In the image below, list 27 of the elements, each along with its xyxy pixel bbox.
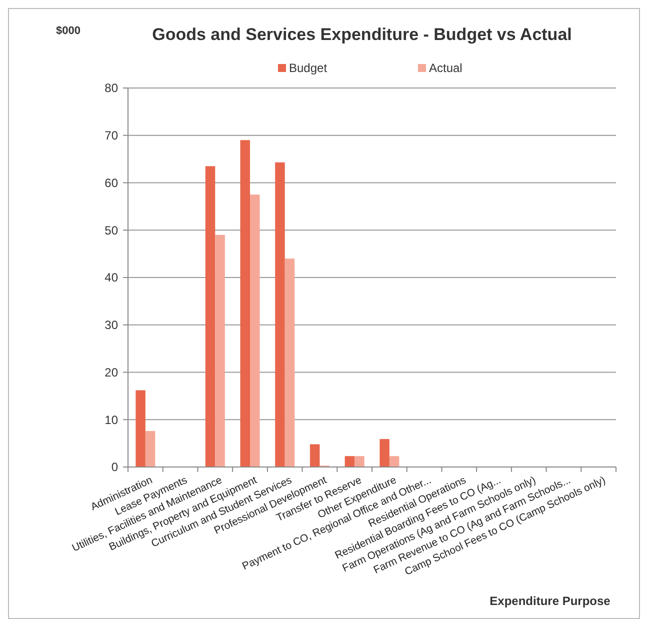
- y-axis-title: $000: [56, 25, 80, 37]
- legend-label: Actual: [429, 61, 462, 75]
- bar: [275, 162, 285, 467]
- y-tick-label: 10: [104, 412, 118, 427]
- x-axis-title: Expenditure Purpose: [490, 594, 611, 608]
- y-tick-label: 20: [104, 365, 118, 380]
- y-tick-label: 40: [104, 270, 118, 285]
- bar: [310, 444, 320, 467]
- chart-title: Goods and Services Expenditure - Budget vs Actual: [152, 25, 572, 44]
- bar: [344, 456, 355, 467]
- bar: [389, 456, 400, 467]
- y-tick-label: 60: [104, 176, 118, 190]
- y-tick-label: 0: [111, 460, 118, 474]
- bar: [380, 439, 390, 467]
- bar: [240, 140, 250, 467]
- bar: [354, 456, 364, 467]
- y-tick-label: 50: [104, 223, 118, 238]
- bar: [215, 234, 225, 467]
- legend-label: Budget: [289, 61, 328, 75]
- bar: [136, 390, 146, 467]
- y-tick-label: 70: [104, 128, 118, 143]
- bar: [284, 258, 295, 467]
- bar: [205, 166, 216, 467]
- y-tick-label: 80: [104, 81, 118, 96]
- y-tick-label: 30: [104, 318, 118, 332]
- bar: [145, 430, 156, 467]
- bar: [250, 194, 260, 467]
